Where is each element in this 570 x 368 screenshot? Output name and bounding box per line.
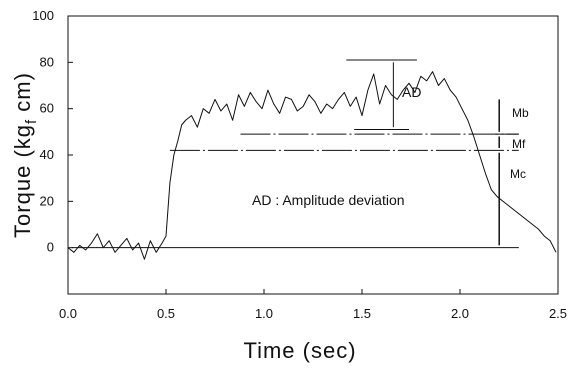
mb-label: Mb xyxy=(512,106,529,120)
y-axis-ticks: 0 20 40 60 80 100 xyxy=(32,8,73,255)
reference-lines xyxy=(71,59,519,249)
mf-label: Mf xyxy=(512,137,526,151)
y-tick-label: 20 xyxy=(40,193,54,208)
y-axis-title-tail: cm) xyxy=(10,72,35,119)
torque-series xyxy=(67,71,557,260)
y-tick-label: 40 xyxy=(40,147,54,162)
y-tick-label: 60 xyxy=(40,101,54,116)
x-tick-label: 2.5 xyxy=(549,306,567,321)
y-axis-title-main: Torque (kg xyxy=(10,124,35,238)
y-axis-title-sub: f xyxy=(23,119,40,124)
y-axis-title: Torque (kgf cm) xyxy=(10,72,40,238)
x-tick-label: 0.0 xyxy=(59,306,77,321)
x-axis-ticks: 0.0 0.5 1.0 1.5 2.0 2.5 xyxy=(59,289,567,321)
x-tick-label: 1.5 xyxy=(353,306,371,321)
y-tick-label: 80 xyxy=(40,54,54,69)
x-tick-label: 2.0 xyxy=(451,306,469,321)
x-tick-label: 0.5 xyxy=(157,306,175,321)
ad-label: AD xyxy=(402,84,421,100)
x-tick-label: 1.0 xyxy=(255,306,273,321)
y-tick-label: 0 xyxy=(47,240,54,255)
y-tick-label: 100 xyxy=(32,8,54,23)
torque-line xyxy=(67,71,557,260)
x-axis-title: Time (sec) xyxy=(243,338,356,363)
mc-label: Mc xyxy=(510,167,526,181)
ad-caption: AD : Amplitude deviation xyxy=(252,192,405,208)
